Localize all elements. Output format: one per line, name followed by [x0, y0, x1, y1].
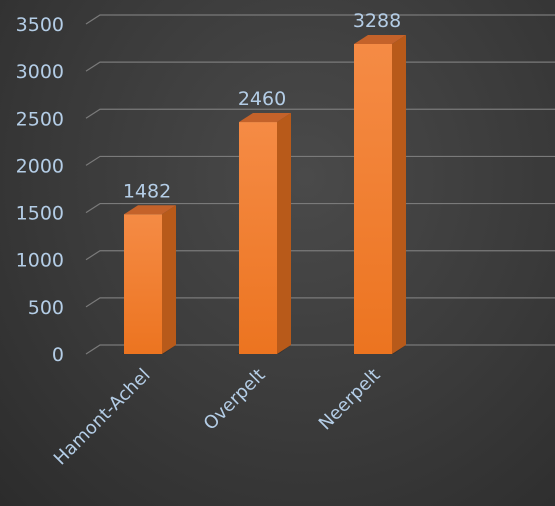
bar-neerpelt: [352, 34, 406, 354]
data-labels: 1482 2460 3288: [123, 10, 401, 202]
gridline: [85, 61, 555, 72]
data-label: 1482: [123, 180, 171, 202]
gridline: [85, 155, 555, 166]
bar-overpelt: [237, 113, 291, 354]
data-label: 3288: [353, 10, 401, 32]
y-axis-tick-labels: 0 500 1000 1500 2000 2500 3000 3500: [16, 14, 64, 366]
gridline: [85, 108, 555, 119]
gridline: [85, 14, 555, 25]
y-tick-label: 2000: [16, 155, 64, 177]
y-tick-label: 3500: [16, 14, 64, 36]
x-category-label: Neerpelt: [315, 365, 385, 435]
x-axis-category-labels: Hamont-Achel Overpelt Neerpelt: [50, 365, 385, 470]
bars: [122, 34, 406, 354]
y-tick-label: 0: [52, 344, 64, 366]
bar-hamont-achel: [122, 205, 176, 354]
y-tick-label: 500: [28, 297, 64, 319]
y-tick-label: 1000: [16, 250, 64, 272]
y-tick-label: 2500: [16, 108, 64, 130]
x-category-label: Hamont-Achel: [50, 365, 155, 470]
y-tick-label: 3000: [16, 61, 64, 83]
data-label: 2460: [238, 88, 286, 110]
x-category-label: Overpelt: [200, 365, 270, 435]
gridlines: [85, 14, 555, 355]
y-tick-label: 1500: [16, 203, 64, 225]
